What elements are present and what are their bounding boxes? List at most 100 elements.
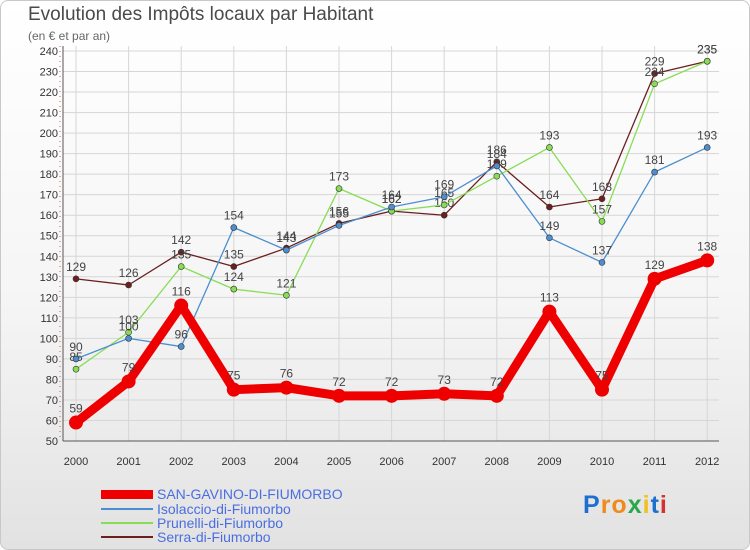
legend-swatch <box>101 536 153 538</box>
data-point-1 <box>703 144 711 151</box>
data-label-0: 75 <box>595 369 609 383</box>
data-label-1: 193 <box>697 128 717 142</box>
data-point-0 <box>489 388 504 403</box>
logo-letter: i <box>642 491 651 519</box>
y-tick-label: 60 <box>46 415 58 427</box>
data-point-0 <box>69 415 83 430</box>
data-label-1: 96 <box>175 328 189 342</box>
data-point-1 <box>651 168 658 176</box>
data-label-0: 72 <box>385 375 399 389</box>
data-label-3: 168 <box>592 180 612 194</box>
x-tick-label: 2005 <box>327 456 351 468</box>
data-label-3: 235 <box>697 42 717 56</box>
y-tick-label: 140 <box>40 251 58 263</box>
data-label-1: 100 <box>119 319 139 333</box>
x-tick-label: 2000 <box>64 456 88 468</box>
data-label-2: 124 <box>224 270 244 284</box>
y-tick-label: 70 <box>46 395 58 407</box>
data-point-2 <box>72 365 80 373</box>
legend-swatch <box>101 489 153 499</box>
data-point-2 <box>598 218 606 225</box>
data-point-2 <box>335 185 343 192</box>
data-label-0: 59 <box>69 402 83 416</box>
x-tick-label: 2009 <box>537 456 561 468</box>
data-point-1 <box>440 193 448 201</box>
y-tick-label: 240 <box>40 46 58 58</box>
data-point-0 <box>437 386 452 401</box>
data-label-0: 72 <box>490 375 504 389</box>
y-tick-label: 200 <box>40 128 58 140</box>
data-label-3: 156 <box>329 204 349 218</box>
data-point-3 <box>177 248 185 256</box>
y-tick-label: 170 <box>40 190 58 202</box>
data-label-0: 75 <box>227 369 241 383</box>
logo-letter: t <box>650 491 660 519</box>
data-label-3: 142 <box>171 233 191 247</box>
y-tick-label: 50 <box>46 436 58 448</box>
data-point-1 <box>598 259 606 266</box>
data-point-1 <box>335 222 343 229</box>
data-label-2: 193 <box>539 128 559 142</box>
data-label-3: 186 <box>487 143 507 157</box>
data-label-2: 157 <box>592 202 612 216</box>
y-tick-label: 180 <box>40 169 58 181</box>
data-point-0 <box>647 271 662 286</box>
data-label-1: 154 <box>224 209 244 223</box>
data-point-0 <box>700 253 715 268</box>
y-tick-label: 230 <box>40 67 58 79</box>
data-label-1: 184 <box>487 147 507 161</box>
y-tick-label: 120 <box>40 292 58 304</box>
data-point-0 <box>174 298 189 313</box>
logo-letter: o <box>611 491 628 519</box>
data-point-2 <box>177 263 185 270</box>
y-tick-label: 100 <box>40 333 58 345</box>
data-point-3 <box>125 281 132 289</box>
legend-label: Serra-di-Fiumorbo <box>157 529 271 545</box>
y-tick-label: 220 <box>40 87 58 99</box>
data-point-1 <box>493 162 501 170</box>
x-tick-label: 2007 <box>432 456 456 468</box>
legend-label: SAN-GAVINO-DI-FIUMORBO <box>157 486 343 502</box>
data-point-0 <box>226 382 241 397</box>
data-label-0: 73 <box>438 373 452 387</box>
x-tick-label: 2012 <box>695 456 719 468</box>
data-label-2: 135 <box>171 248 191 262</box>
y-tick-label: 110 <box>40 313 58 325</box>
data-point-2 <box>651 80 658 88</box>
data-label-2: 224 <box>645 65 665 79</box>
y-tick-label: 80 <box>46 374 58 386</box>
data-point-3 <box>546 203 553 211</box>
data-point-3 <box>72 275 80 283</box>
data-point-0 <box>542 304 557 319</box>
data-point-2 <box>283 291 290 299</box>
y-tick-label: 130 <box>40 272 58 284</box>
data-label-3: 144 <box>276 229 296 243</box>
legend-swatch <box>101 508 153 510</box>
data-point-0 <box>332 388 346 403</box>
data-point-2 <box>230 285 238 293</box>
logo-letter: P <box>583 491 601 519</box>
data-label-1: 169 <box>434 178 454 192</box>
data-label-2: 162 <box>382 192 402 206</box>
data-label-1: 137 <box>592 243 612 257</box>
x-tick-label: 2010 <box>590 456 614 468</box>
data-point-3 <box>651 70 658 77</box>
data-point-0 <box>384 388 399 403</box>
data-label-3: 229 <box>645 55 665 69</box>
data-point-2 <box>440 201 448 209</box>
data-label-0: 116 <box>172 285 191 299</box>
data-label-3: 164 <box>539 188 559 202</box>
data-point-1 <box>388 203 395 211</box>
data-label-3: 129 <box>66 260 86 274</box>
legend-swatch <box>101 522 153 524</box>
data-point-1 <box>230 224 238 231</box>
data-label-1: 164 <box>382 188 402 202</box>
data-point-1 <box>72 355 80 363</box>
data-point-1 <box>177 343 185 350</box>
data-label-1: 143 <box>276 231 296 245</box>
logo-text: Proxiti <box>583 491 668 519</box>
data-label-0: 76 <box>280 367 294 381</box>
data-label-2: 235 <box>697 42 717 56</box>
data-label-0: 138 <box>697 239 717 253</box>
